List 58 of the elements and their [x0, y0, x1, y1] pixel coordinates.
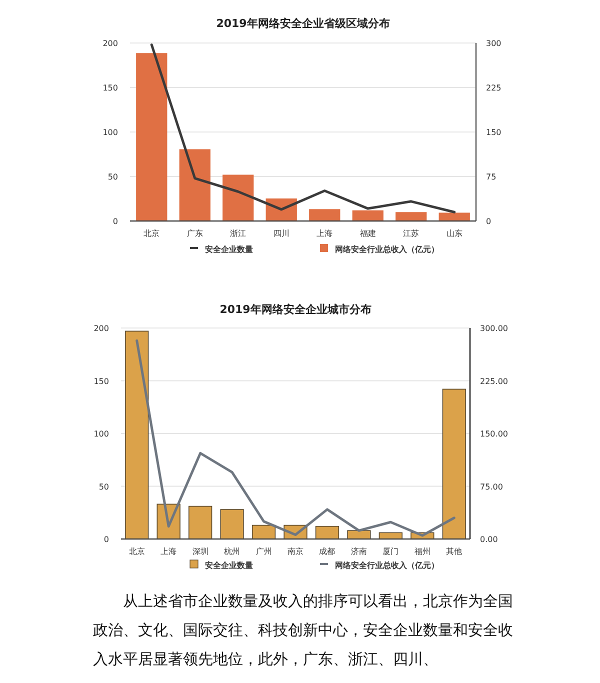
x-tick-label: 深圳	[192, 547, 208, 556]
bar	[179, 149, 210, 221]
y-tick-label: 50	[98, 482, 109, 492]
bar	[352, 210, 384, 221]
x-tick-label: 广东	[186, 229, 203, 238]
y-tick-label: 150	[102, 84, 118, 92]
x-tick-label: 厦门	[382, 547, 399, 556]
y2-tick-label: 300	[486, 39, 502, 48]
y2-tick-label: 150.00	[480, 430, 508, 438]
bar	[442, 388, 466, 540]
x-tick-label: 北京	[144, 229, 160, 238]
legend-label: 网络安全行业总收入（亿元）	[335, 560, 439, 570]
bar	[220, 509, 244, 540]
y2-tick-label: 225.00	[480, 376, 508, 386]
y2-tick-label: 75	[486, 172, 496, 182]
x-tick-label: 杭州	[223, 547, 240, 556]
x-tick-label: 南京	[288, 547, 304, 556]
x-tick-label: 福州	[414, 547, 430, 556]
y2-tick-label: 300.00	[480, 324, 508, 333]
x-tick-label: 福建	[360, 229, 376, 238]
x-tick-label: 济南	[350, 547, 367, 556]
x-tick-label: 江苏	[403, 229, 420, 238]
legend-label: 安全企业数量	[205, 244, 253, 254]
y2-tick-label: 0.00	[480, 535, 498, 544]
y2-tick-label: 225	[486, 84, 502, 92]
y2-tick-label: 150	[486, 128, 502, 137]
x-tick-label: 成都	[319, 547, 336, 556]
y-tick-label: 0	[112, 217, 118, 226]
x-tick-label: 山东	[446, 229, 462, 238]
text: 从上述省市企业数量及收入的排序可以看出，北京作为全国政治、文化、国际交往、科技创新中心，安全企业数量和安全收入水平居显著领先地位，此外，广东、浙江、四川、	[93, 592, 513, 670]
y-tick-label: 150	[94, 376, 109, 386]
bar	[188, 506, 212, 540]
x-tick-label: 四川	[273, 229, 290, 238]
y2-tick-label: 75.00	[480, 482, 503, 492]
chart-title: 2019年网络安全企业省级区域分布	[216, 17, 390, 30]
y-tick-label: 0	[104, 535, 109, 544]
y2-tick-label: 0	[486, 217, 492, 226]
x-tick-label: 浙江	[230, 229, 246, 238]
bar	[438, 212, 470, 221]
x-tick-label: 广州	[256, 547, 272, 556]
x-tick-label: 上海	[160, 547, 177, 556]
legend-label: 安全企业数量	[205, 560, 253, 570]
y-tick-label: 100	[102, 128, 118, 137]
bar	[125, 330, 149, 540]
y-tick-label: 200	[94, 324, 109, 333]
chart-title: 2019年网络安全企业城市分布	[220, 303, 372, 316]
x-tick-label: 上海	[316, 229, 333, 238]
bar	[252, 524, 276, 540]
y-tick-label: 50	[108, 172, 118, 182]
bar	[136, 53, 168, 221]
x-tick-label: 北京	[128, 547, 145, 556]
bar	[315, 526, 340, 540]
y-tick-label: 100	[94, 430, 109, 438]
y-tick-label: 200	[102, 39, 118, 48]
bar	[309, 209, 340, 221]
bar	[222, 174, 254, 221]
x-tick-label: 其他	[446, 547, 462, 556]
bar	[396, 212, 427, 221]
